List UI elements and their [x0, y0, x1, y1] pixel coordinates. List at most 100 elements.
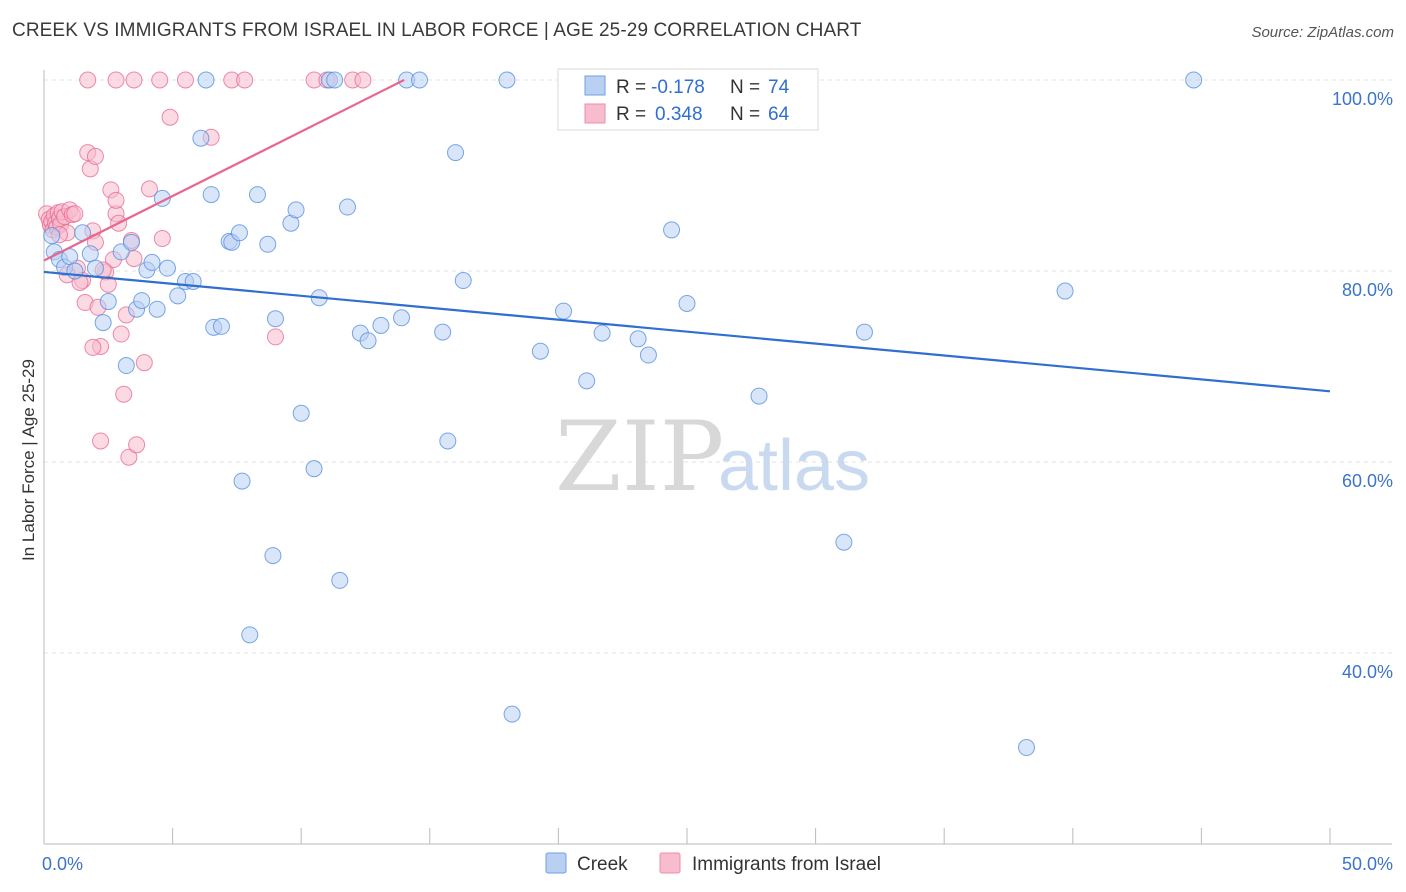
- israel-point: [153, 230, 171, 248]
- creek-point: [143, 253, 161, 271]
- creek-trendline: [43, 270, 1331, 393]
- creek-point: [439, 432, 457, 450]
- israel-point: [236, 71, 254, 89]
- creek-point: [750, 387, 768, 405]
- creek-point: [454, 272, 472, 290]
- creek-point: [503, 705, 521, 723]
- israel-point: [86, 147, 104, 165]
- creek-series-label: Creek: [577, 854, 628, 875]
- creek-point: [639, 346, 657, 364]
- israel-point: [354, 71, 372, 89]
- creek-point: [264, 547, 282, 565]
- creek-point: [133, 292, 151, 310]
- creek-point: [81, 245, 99, 263]
- creek-point: [447, 144, 465, 162]
- creek-point: [359, 332, 377, 350]
- israel-n-label: N =: [730, 104, 760, 125]
- israel-point: [107, 191, 125, 209]
- creek-point: [202, 186, 220, 204]
- creek-point: [531, 342, 549, 360]
- creek-point: [578, 372, 596, 390]
- creek-point: [663, 221, 681, 239]
- israel-point: [120, 448, 138, 466]
- creek-point: [287, 201, 305, 219]
- creek-point: [555, 302, 573, 320]
- israel-trendline: [43, 79, 405, 262]
- creek-point: [233, 472, 251, 490]
- israel-n-value: 64: [768, 104, 790, 125]
- creek-r-label: R =: [616, 77, 646, 98]
- israel-point: [107, 71, 125, 89]
- creek-point: [158, 259, 176, 277]
- creek-point: [678, 294, 696, 312]
- israel-point: [84, 338, 102, 356]
- stats-legend: R = -0.178 N = 74 R = 0.348 N = 64: [557, 68, 819, 131]
- source-label: Source: ZipAtlas.com: [1251, 24, 1394, 41]
- y-tick-label: 60.0%: [1342, 471, 1393, 491]
- creek-point: [197, 71, 215, 89]
- y-tick-label: 100.0%: [1332, 89, 1393, 109]
- gridlines: [44, 79, 1392, 654]
- creek-point: [498, 71, 516, 89]
- creek-point: [393, 309, 411, 327]
- x-tick-label: 50.0%: [1342, 854, 1393, 874]
- israel-legend-swatch: [584, 103, 606, 124]
- creek-point: [66, 262, 84, 280]
- creek-point: [117, 357, 135, 375]
- y-axis-title: In Labor Force | Age 25-29: [19, 359, 38, 561]
- creek-point: [331, 571, 349, 589]
- creek-point: [411, 71, 429, 89]
- creek-n-value: 74: [768, 77, 790, 98]
- israel-series-swatch: [659, 852, 681, 874]
- watermark-zip: ZIP: [555, 401, 724, 513]
- creek-point: [855, 323, 873, 341]
- israel-point: [92, 432, 110, 450]
- creek-n-label: N =: [730, 77, 760, 98]
- creek-r-value: -0.178: [651, 77, 705, 98]
- trendlines: [43, 79, 1331, 393]
- creek-point: [1018, 739, 1036, 757]
- y-tick-labels: 100.0% 80.0% 60.0% 40.0%: [1332, 89, 1393, 682]
- israel-point: [176, 71, 194, 89]
- creek-series-swatch: [545, 852, 567, 874]
- creek-point: [122, 233, 140, 251]
- israel-r-label: R =: [616, 104, 646, 125]
- israel-point: [115, 385, 133, 403]
- creek-point: [434, 323, 452, 341]
- israel-point: [135, 354, 153, 372]
- x-tick-labels: 0.0% 50.0%: [42, 854, 1393, 874]
- chart-title: CREEK VS IMMIGRANTS FROM ISRAEL IN LABOR…: [12, 20, 862, 41]
- creek-point: [241, 626, 259, 644]
- creek-point: [1056, 282, 1074, 300]
- y-tick-label: 80.0%: [1342, 280, 1393, 300]
- creek-point: [230, 224, 248, 242]
- creek-points: [43, 71, 1203, 757]
- creek-point: [169, 287, 187, 305]
- creek-legend-swatch: [584, 75, 606, 96]
- creek-point: [99, 293, 117, 311]
- creek-point: [212, 317, 230, 335]
- creek-point: [148, 300, 166, 318]
- israel-point: [140, 180, 158, 198]
- creek-point: [372, 316, 390, 334]
- creek-point: [192, 129, 210, 147]
- israel-point: [125, 71, 143, 89]
- creek-point: [1185, 71, 1203, 89]
- creek-point: [305, 460, 323, 478]
- creek-point: [94, 314, 112, 332]
- creek-point: [86, 259, 104, 277]
- creek-point: [326, 71, 344, 89]
- israel-series-label: Immigrants from Israel: [692, 854, 881, 875]
- israel-point: [79, 71, 97, 89]
- creek-point: [266, 310, 284, 328]
- creek-point: [629, 330, 647, 348]
- series-legend: Creek Immigrants from Israel: [545, 852, 881, 875]
- watermark-atlas: atlas: [718, 426, 870, 506]
- israel-point: [161, 108, 179, 126]
- creek-point: [292, 404, 310, 422]
- creek-point: [248, 186, 266, 204]
- creek-point: [43, 227, 61, 245]
- creek-point: [835, 533, 853, 551]
- israel-point: [112, 325, 130, 343]
